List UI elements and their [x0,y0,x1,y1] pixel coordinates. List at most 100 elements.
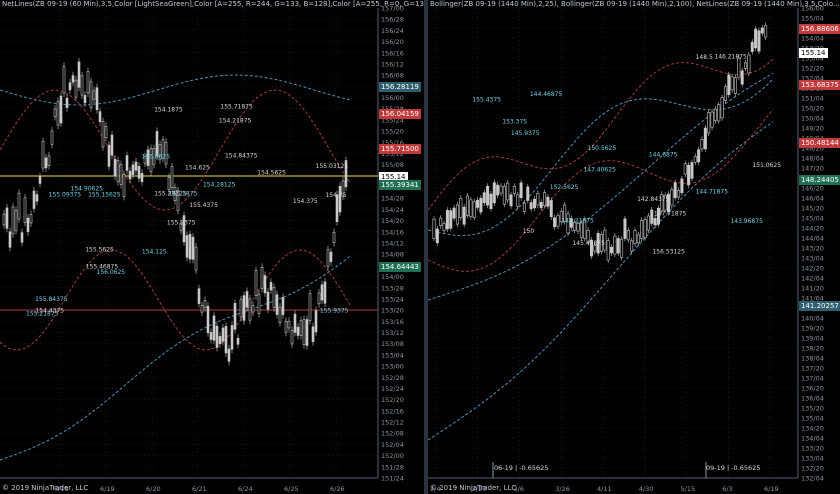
y-tick-label: 152/20 [381,396,404,404]
candle-body [536,193,540,206]
y-tick-label: 139/04 [801,335,824,343]
candle-body [146,149,150,166]
chart-panel-60min[interactable]: 157/00 156/28 156/24 156/20 156/16 156/12 156/… [0,0,424,494]
y-tick-label: 155/08 [381,161,404,169]
candle-body [529,202,533,210]
candle-body [512,186,516,194]
y-tick-label: 146/20 [801,185,824,193]
y-tick-label: 153/24 [381,295,404,303]
candle-body [260,266,264,289]
candle-body [683,163,687,175]
y-tick-label: 155/04 [801,15,824,23]
price-annotation: 147.40625 [583,167,616,174]
candle-body [20,232,24,243]
candle-body [275,294,279,315]
candle-body [38,176,42,184]
price-annotation: 155.9375 [167,220,196,227]
y-tick-label: 133/20 [801,445,824,453]
panel-divider[interactable] [424,0,428,494]
y-tick-label: 154/24 [381,206,404,214]
candle-body [439,217,443,226]
candle-body [656,207,660,225]
candle-body [158,144,162,161]
candle-body [700,138,704,150]
candle-body [583,219,587,239]
price-annotation: 150.5625 [588,145,617,152]
price-marker-box: 155.39341 [379,180,421,190]
price-annotation: 155.03125 [316,163,349,170]
y-tick-label: 136/04 [801,395,824,403]
lower-band-100 [428,121,774,441]
price-annotation: 144.6875 [649,152,678,159]
candle-body [764,25,768,38]
candle-body [44,157,48,169]
y-tick-label: 152/24 [381,385,404,393]
candle-body [646,215,650,231]
candle-body [660,193,664,212]
candle-body [539,202,543,209]
candle-body [320,284,324,301]
y-tick-label: 156/08 [381,72,404,80]
candle-body [690,162,694,179]
candle-body [173,187,177,201]
price-annotation: 155.21875 [26,310,59,317]
y-tick-label: 156/20 [381,38,404,46]
lower-band-fast [0,249,351,351]
chart-canvas-60min[interactable]: 157/00 156/28 156/24 156/20 156/16 156/12 156/… [0,0,424,494]
candle-body [2,213,6,226]
candle-body [182,215,186,243]
candle-body [101,121,105,148]
chart-canvas-daily[interactable]: 156/00155/04154/20154/04153/20153/04152/… [428,0,840,494]
indicator-header: NetLines(ZB 09-19 (60 Min),3,5,Color [Li… [2,0,424,8]
candle-body [167,177,171,191]
candle-body [86,71,90,94]
candle-body [161,139,165,159]
candle-body [750,41,754,52]
candle-body [737,57,741,78]
price-marker-box: 148.24405 [799,175,840,185]
candle-body [200,305,204,313]
candle-body [125,155,129,171]
candle-body [479,197,483,213]
candle-body [35,194,39,202]
candle-body [32,190,36,209]
y-tick-label: 147/20 [801,165,824,173]
candle-body [185,235,189,258]
y-tick-label: 134/04 [801,435,824,443]
candle-body [176,190,180,212]
candle-body [218,336,222,344]
y-tick-label: 154/12 [381,240,404,248]
y-tick-label: 153/20 [381,307,404,315]
candle-body [476,199,480,208]
candle-body [600,234,604,252]
x-tick-label: 6/26 [330,485,345,493]
candle-body [56,101,60,126]
copyright-text: © 2019 NinjaTrader, LLC [430,484,517,492]
y-tick-label: 143/20 [801,245,824,253]
price-marker-box: 155.14 [799,48,828,58]
price-annotation: 155.4375 [189,202,218,209]
candle-body [62,66,66,94]
candle-body [586,230,590,243]
copyright-text: © 2019 NinjaTrader, LLC [2,484,89,492]
y-tick-label: 156/16 [381,49,404,57]
candle-body [233,303,237,330]
y-tick-label: 156/12 [381,60,404,68]
y-tick-label: 137/04 [801,375,824,383]
price-annotation: 155.5625 [85,246,114,253]
candle-body [290,330,294,345]
indicator-header: Bollinger(ZB 09-19 (1440 Min),2,25), Bol… [430,0,840,8]
chart-panel-daily[interactable]: 156/00155/04154/20154/04153/20153/04152/… [428,0,840,494]
candle-body [134,161,138,171]
candle-body [227,348,231,362]
price-annotation: 154.4375 [35,307,64,314]
x-tick-label: 2/4 [430,485,440,493]
price-annotation: 145.9375 [511,130,540,137]
candle-body [697,149,701,163]
candle-body [526,186,530,201]
upper-band-25 [428,59,774,211]
y-tick-label: 153/28 [381,284,404,292]
candle-body [254,270,258,296]
candle-body [11,206,15,235]
candle-body [576,223,580,232]
